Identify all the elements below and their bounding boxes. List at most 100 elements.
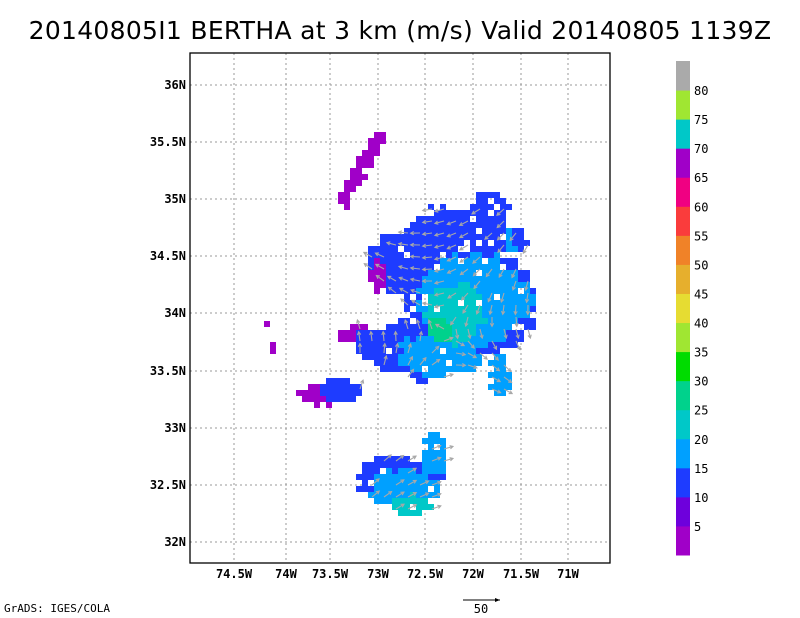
wind-speed-cell bbox=[530, 300, 536, 306]
wind-vector bbox=[512, 280, 517, 291]
wind-vector-head bbox=[437, 492, 442, 497]
wind-speed-cell bbox=[368, 492, 374, 498]
wind-speed-cell bbox=[530, 306, 536, 312]
wind-speed-cell bbox=[344, 198, 350, 204]
wind-speed-cell bbox=[392, 360, 398, 366]
wind-vector bbox=[416, 319, 421, 330]
wind-vector bbox=[363, 263, 373, 270]
wind-speed-cell bbox=[434, 330, 440, 336]
wind-speed-cell bbox=[434, 438, 440, 444]
wind-vector-head bbox=[433, 220, 439, 225]
wind-speed-cell bbox=[428, 264, 434, 270]
wind-speed-cell bbox=[404, 228, 410, 234]
wind-speed-cell bbox=[440, 438, 446, 444]
wind-vector-head bbox=[387, 286, 393, 291]
wind-speed-cell bbox=[482, 198, 488, 204]
wind-speed-cell bbox=[458, 282, 464, 288]
wind-vector-head bbox=[471, 210, 476, 215]
wind-speed-cell bbox=[488, 192, 494, 198]
wind-speed-cell bbox=[392, 354, 398, 360]
wind-speed-cell bbox=[410, 510, 416, 516]
wind-speed-cell bbox=[434, 216, 440, 222]
wind-vector bbox=[515, 328, 519, 339]
wind-vector bbox=[503, 388, 513, 395]
wind-vector bbox=[459, 232, 469, 238]
wind-speed-cell bbox=[506, 306, 512, 312]
wind-vector bbox=[398, 243, 409, 246]
wind-speed-cell bbox=[404, 348, 410, 354]
wind-speed-cell bbox=[440, 360, 446, 366]
wind-speed-cell bbox=[392, 258, 398, 264]
wind-speed-cell bbox=[494, 264, 500, 270]
wind-speed-cell bbox=[488, 330, 494, 336]
wind-speed-cell bbox=[434, 222, 440, 228]
wind-speed-cell bbox=[440, 300, 446, 306]
wind-speed-cell bbox=[464, 354, 470, 360]
wind-vector-head bbox=[470, 344, 475, 349]
wind-vector bbox=[410, 267, 421, 270]
wind-vector bbox=[375, 252, 385, 258]
wind-speed-cell bbox=[488, 204, 494, 210]
wind-vector bbox=[422, 256, 433, 259]
wind-vector bbox=[404, 319, 409, 330]
wind-speed-cell bbox=[434, 474, 440, 480]
wind-vector bbox=[465, 316, 469, 327]
wind-speed-cell bbox=[428, 312, 434, 318]
wind-speed-cell bbox=[410, 498, 416, 504]
wind-speed-cell bbox=[362, 330, 368, 336]
wind-speed-cell bbox=[398, 342, 404, 348]
wind-speed-cell bbox=[488, 324, 494, 330]
wind-speed-cell bbox=[368, 150, 374, 156]
wind-speed-cell bbox=[410, 282, 416, 288]
wind-speed-cell bbox=[512, 336, 518, 342]
wind-speed-cell bbox=[398, 492, 404, 498]
wind-vector-head bbox=[460, 342, 466, 347]
wind-speed-cell bbox=[404, 462, 410, 468]
wind-speed-cell bbox=[422, 288, 428, 294]
wind-speed-cell bbox=[512, 264, 518, 270]
wind-speed-cell bbox=[470, 252, 476, 258]
colorbar-label: 60 bbox=[694, 200, 708, 214]
wind-speed-cell bbox=[524, 318, 530, 324]
wind-speed-cell bbox=[440, 342, 446, 348]
wind-speed-cell bbox=[440, 354, 446, 360]
wind-speed-cell bbox=[458, 336, 464, 342]
wind-speed-cell bbox=[356, 168, 362, 174]
wind-speed-cell bbox=[410, 360, 416, 366]
wind-speed-cell bbox=[392, 498, 398, 504]
wind-speed-cell bbox=[470, 336, 476, 342]
wind-speed-cell bbox=[470, 312, 476, 318]
wind-speed-cell bbox=[506, 246, 512, 252]
wind-vector-head bbox=[437, 504, 442, 509]
wind-vector-head bbox=[356, 330, 362, 336]
wind-speed-cell bbox=[446, 276, 452, 282]
wind-speed-cell bbox=[452, 240, 458, 246]
wind-speed-cell bbox=[494, 384, 500, 390]
wind-speed-cell bbox=[440, 204, 446, 210]
wind-speed-cell bbox=[380, 462, 386, 468]
wind-speed-cell bbox=[422, 498, 428, 504]
wind-speed-cell bbox=[488, 372, 494, 378]
wind-speed-cell bbox=[446, 216, 452, 222]
wind-speed-cell bbox=[464, 342, 470, 348]
wind-vector-head bbox=[397, 241, 403, 247]
wind-speed-cell bbox=[500, 372, 506, 378]
wind-speed-cell bbox=[494, 300, 500, 306]
wind-vector bbox=[479, 328, 483, 339]
wind-vector-head bbox=[433, 244, 439, 249]
wind-speed-cell bbox=[446, 312, 452, 318]
wind-speed-cell bbox=[398, 498, 404, 504]
wind-speed-cell bbox=[386, 330, 392, 336]
wind-vector bbox=[398, 265, 409, 270]
wind-speed-cell bbox=[452, 360, 458, 366]
wind-vector-head bbox=[459, 271, 465, 276]
wind-speed-cell bbox=[512, 318, 518, 324]
wind-speed-cell bbox=[458, 324, 464, 330]
wind-speed-cell bbox=[506, 240, 512, 246]
wind-vector bbox=[455, 340, 465, 347]
wind-speed-cell bbox=[428, 282, 434, 288]
wind-speed-cell bbox=[440, 312, 446, 318]
wind-speed-cell bbox=[416, 216, 422, 222]
wind-speed-cell bbox=[512, 342, 518, 348]
